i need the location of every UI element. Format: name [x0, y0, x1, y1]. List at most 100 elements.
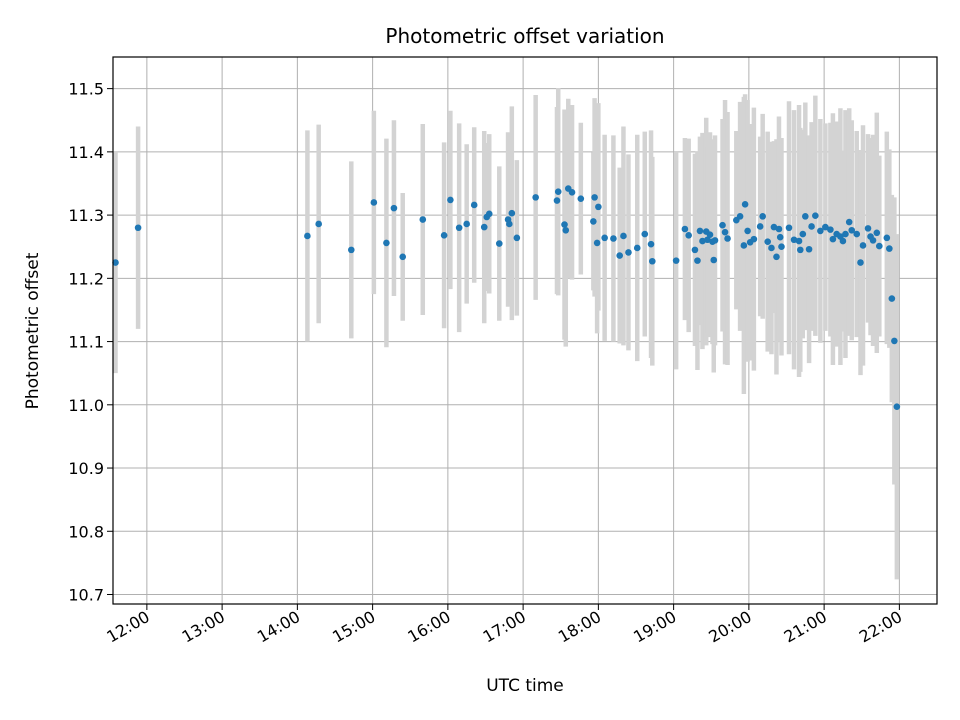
data-point	[888, 295, 896, 302]
data-point	[829, 235, 837, 243]
data-point	[750, 235, 758, 243]
data-point	[704, 236, 711, 244]
data-point	[721, 228, 729, 236]
data-point	[857, 259, 864, 266]
y-axis-label: Photometric offset	[23, 252, 43, 409]
data-point	[590, 218, 597, 225]
data-point	[795, 237, 803, 245]
data-point	[706, 231, 714, 238]
data-point	[470, 201, 478, 209]
data-point	[724, 235, 731, 242]
data-point	[853, 230, 861, 238]
data-point	[859, 242, 867, 249]
data-point	[842, 230, 849, 238]
plot-frame	[112, 56, 938, 605]
data-point	[710, 256, 718, 264]
data-point	[778, 243, 785, 251]
data-point	[848, 226, 856, 234]
data-point	[770, 223, 778, 231]
data-point	[796, 246, 804, 254]
data-point	[485, 210, 493, 218]
x-axis-label: UTC time	[486, 676, 564, 696]
data-point	[741, 201, 749, 208]
data-point	[447, 196, 454, 204]
data-point	[817, 227, 824, 235]
data-point	[616, 252, 623, 259]
data-point	[463, 220, 470, 228]
data-point	[633, 244, 641, 252]
data-point	[845, 218, 853, 226]
data-point	[822, 223, 829, 231]
data-point	[775, 225, 783, 233]
data-point	[315, 220, 322, 228]
data-point	[554, 188, 562, 195]
data-point	[553, 197, 561, 204]
data-point	[620, 232, 627, 240]
data-point	[696, 227, 704, 235]
data-point	[864, 225, 872, 232]
data-point	[455, 224, 463, 232]
data-point	[808, 223, 815, 230]
data-point	[672, 257, 680, 264]
data-points	[112, 185, 901, 411]
data-point	[561, 221, 568, 228]
data-point	[799, 230, 807, 238]
data-point	[893, 403, 901, 411]
data-point	[873, 229, 881, 237]
data-point	[839, 237, 847, 245]
data-point	[685, 232, 692, 239]
data-point	[691, 246, 699, 254]
data-point	[513, 234, 521, 242]
data-point	[768, 244, 775, 252]
y-tick-label: 11.1	[68, 333, 104, 352]
data-point	[744, 227, 751, 235]
y-axis-ticks: 10.7 10.8 10.9 11.0 11.1 11.2 11.3 11.4 11.5	[68, 80, 113, 605]
y-tick-label: 11.3	[68, 206, 104, 225]
data-point	[648, 257, 656, 265]
data-point	[869, 237, 877, 244]
data-point	[508, 209, 516, 217]
data-point	[740, 242, 748, 249]
data-point	[134, 224, 142, 232]
data-point	[883, 234, 891, 242]
data-point	[876, 242, 883, 250]
data-point	[759, 213, 766, 220]
data-point	[891, 337, 898, 345]
data-point	[506, 220, 513, 228]
data-point	[610, 235, 617, 242]
data-point	[785, 224, 793, 232]
data-point	[827, 226, 834, 233]
data-point	[699, 237, 706, 245]
y-tick-label: 10.8	[68, 522, 104, 541]
data-point	[495, 240, 503, 247]
data-point	[647, 240, 655, 248]
data-point	[562, 226, 570, 234]
data-point	[532, 194, 539, 201]
data-point	[601, 234, 608, 242]
data-point	[593, 239, 601, 247]
data-point	[440, 232, 448, 239]
data-point	[304, 232, 311, 240]
data-point	[886, 245, 893, 252]
data-point	[802, 213, 809, 220]
data-point	[805, 245, 813, 253]
data-point	[595, 203, 602, 211]
y-tick-label: 10.7	[68, 586, 104, 605]
data-point	[390, 204, 398, 212]
data-point	[591, 194, 598, 201]
data-point	[625, 249, 632, 256]
data-point	[399, 253, 407, 261]
data-point	[577, 195, 585, 202]
y-tick-label: 11.4	[68, 143, 104, 162]
data-point	[736, 213, 744, 220]
data-point	[370, 199, 378, 206]
data-point	[812, 212, 819, 220]
data-point	[711, 237, 719, 244]
data-point	[480, 223, 488, 231]
data-point	[383, 239, 390, 247]
data-point	[419, 216, 427, 223]
data-point	[112, 259, 119, 266]
data-point	[568, 189, 576, 196]
y-tick-label: 10.9	[68, 459, 104, 478]
